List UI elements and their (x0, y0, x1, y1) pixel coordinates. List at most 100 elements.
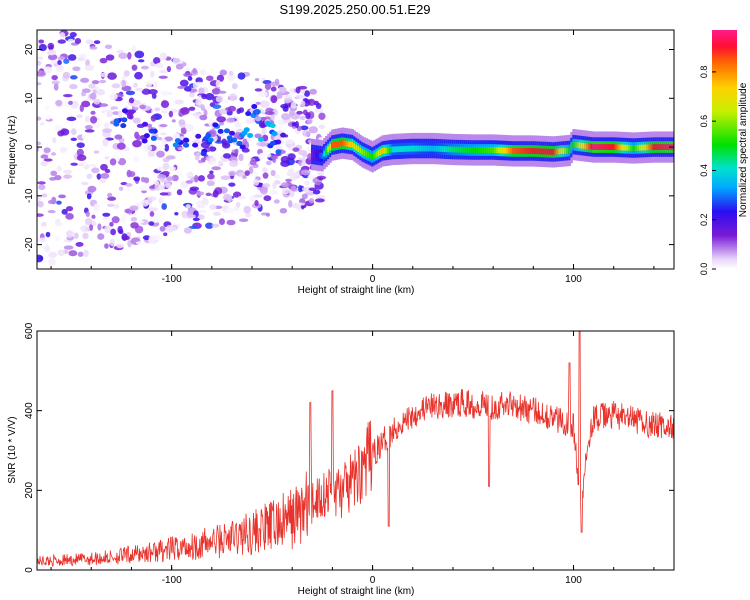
heatmap-noise-cell (76, 142, 85, 149)
heatmap-noise-cell (234, 148, 239, 154)
heatmap-noise-cell (147, 123, 153, 128)
heatmap-ridge-cell (614, 144, 618, 151)
heatmap-ridge-cell (546, 148, 549, 155)
heatmap-noise-cell (262, 172, 269, 179)
heatmap-noise-cell (226, 219, 236, 226)
heatmap-ridge-cell (329, 144, 332, 151)
heatmap-ridge-cell (379, 149, 383, 156)
heatmap-noise-cell (141, 88, 151, 95)
x-tick-label: 0 (370, 575, 376, 586)
heatmap-noise-cell (192, 67, 197, 74)
heatmap-noise-cell (168, 110, 174, 118)
heatmap-noise-cell (110, 228, 117, 236)
heatmap-noise-cell (103, 122, 110, 129)
snr-panel: -100 0 100 0 200 400 600 Height of straight li… (7, 322, 675, 597)
heatmap-strong-cell (239, 144, 246, 150)
heatmap-noise-cell (127, 51, 132, 60)
heatmap-noise-cell (57, 130, 65, 137)
heatmap-noise-cell (81, 91, 87, 97)
heatmap-noise-cell (161, 138, 167, 146)
heatmap-noise-cell (74, 37, 82, 44)
heatmap-noise-cell (102, 212, 111, 217)
heatmap-noise-cell (153, 180, 160, 186)
heatmap-noise-cell (242, 138, 248, 146)
heatmap-noise-cell (176, 171, 183, 177)
heatmap-noise-cell (234, 121, 242, 128)
heatmap-noise-cell (109, 93, 118, 101)
heatmap-noise-cell (164, 136, 174, 142)
heatmap-noise-cell (163, 232, 168, 237)
heatmap-noise-cell (288, 99, 293, 103)
heatmap-ridge-cell (590, 143, 594, 150)
heatmap-noise-cell (44, 68, 49, 73)
heatmap-ridge-cell (626, 144, 630, 151)
heatmap-noise-cell (104, 243, 109, 249)
y-tick-label: 0 (24, 144, 35, 150)
heatmap-noise-cell (249, 159, 257, 166)
heatmap-noise-cell (75, 241, 84, 247)
heatmap-noise-cell (288, 200, 293, 208)
heatmap-noise-cell (70, 137, 78, 141)
heatmap-noise-cell (66, 116, 77, 122)
heatmap-noise-cell (153, 52, 159, 58)
heatmap-ridge-cell (337, 141, 340, 147)
heatmap-noise-cell (54, 222, 64, 227)
heatmap-noise-cell (37, 56, 44, 60)
heatmap-noise-cell (300, 100, 306, 107)
heatmap-ridge-cell (501, 147, 505, 154)
heatmap-strong-cell (195, 133, 202, 139)
heatmap-ridge-cell (349, 141, 352, 148)
heatmap-noise-cell (199, 114, 208, 121)
heatmap-noise-cell (227, 170, 237, 177)
heatmap-noise-cell (84, 125, 93, 130)
heatmap-noise-cell (269, 190, 279, 195)
heatmap-noise-cell (192, 112, 201, 117)
heatmap-ridge-cell (622, 144, 626, 151)
heatmap-noise-cell (273, 199, 280, 204)
heatmap-noise-cell (116, 142, 126, 150)
heatmap-noise-cell (102, 128, 113, 134)
heatmap-noise-cell (112, 111, 120, 115)
heatmap-noise-cell (281, 187, 290, 195)
heatmap-ridge-cell (598, 144, 602, 150)
heatmap-noise-cell (220, 175, 231, 181)
heatmap-strong-cell (223, 128, 230, 134)
heatmap-noise-cell (165, 191, 172, 197)
heatmap-noise-cell (189, 186, 200, 191)
heatmap-noise-cell (296, 110, 304, 115)
heatmap-noise-cell (100, 172, 110, 180)
heatmap-noise-cell (47, 49, 57, 56)
heatmap-noise-cell (160, 144, 166, 151)
heatmap-noise-cell (56, 200, 62, 205)
heatmap-noise-cell (209, 170, 214, 175)
heatmap-noise-cell (265, 160, 272, 166)
y-tick-label: 10 (24, 92, 35, 104)
heatmap-noise-cell (174, 212, 179, 216)
heatmap-noise-cell (87, 185, 97, 193)
heatmap-noise-cell (65, 213, 74, 220)
heatmap-noise-cell (211, 88, 221, 95)
x-tick-label: 0 (370, 274, 376, 285)
heatmap-noise-cell (140, 176, 146, 183)
x-tick-label: -100 (162, 575, 182, 586)
heatmap-noise-cell (264, 82, 272, 91)
heatmap-noise-cell (158, 197, 164, 205)
heatmap-ridge-cell (628, 144, 632, 151)
heatmap-noise-cell (38, 43, 47, 52)
heatmap-noise-cell (63, 58, 70, 64)
heatmap-noise-cell (62, 169, 73, 174)
heatmap-ridge-cell (644, 144, 648, 151)
heatmap-noise-cell (153, 57, 161, 65)
heatmap-noise-cell (155, 213, 165, 221)
heatmap-ridge-cell (435, 145, 439, 152)
heatmap-ridge-cell (399, 146, 403, 153)
heatmap-noise-cell (188, 225, 198, 229)
heatmap-ridge-cell (431, 145, 435, 152)
heatmap-noise-cell (120, 214, 128, 219)
heatmap-noise-cell (121, 79, 126, 88)
heatmap-noise-cell (285, 178, 293, 182)
heatmap-noise-cell (168, 166, 176, 172)
heatmap-noise-cell (161, 203, 168, 210)
heatmap-ridge-cell (439, 145, 443, 152)
heatmap-noise-cell (97, 223, 102, 231)
